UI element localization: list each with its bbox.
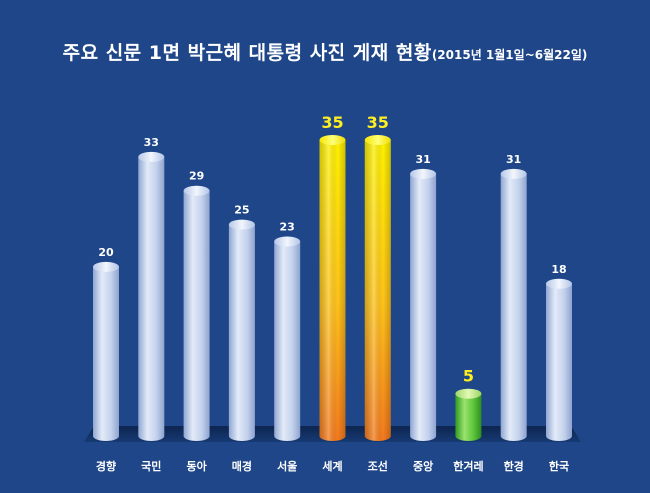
- bar-5: [274, 236, 301, 442]
- category-label-1: 경향: [96, 459, 116, 473]
- category-label-10: 한경: [504, 459, 524, 473]
- category-label-3: 동아: [186, 459, 207, 473]
- value-label-10: 31: [506, 153, 521, 166]
- bar-1: [93, 261, 119, 441]
- value-label-9: 5: [463, 367, 474, 386]
- category-label-8: 중앙: [413, 460, 433, 473]
- category-label-7: 조선: [368, 459, 388, 473]
- category-label-5: 서울: [277, 459, 297, 473]
- value-label-1: 20: [98, 246, 114, 259]
- category-label-6: 세계: [322, 459, 342, 473]
- category-label-11: 한국: [549, 459, 569, 473]
- bar-3: [183, 185, 210, 441]
- category-label-2: 국민: [141, 459, 161, 473]
- bar-6: [319, 135, 346, 442]
- value-label-8: 31: [415, 153, 430, 166]
- bar-2: [138, 151, 165, 442]
- chart-subtitle: (2015년 1월1일~6월22일): [431, 48, 588, 62]
- bar-7: [364, 135, 391, 442]
- bar-8: [410, 168, 437, 441]
- value-label-2: 33: [144, 136, 159, 149]
- category-label-9: 한겨레: [453, 459, 483, 473]
- bar-11: [546, 278, 572, 441]
- chart-title: 주요 신문 1면 박근혜 대통령 사진 게재 현황(2015년 1월1일~6월2…: [0, 38, 650, 65]
- value-label-3: 29: [189, 170, 204, 183]
- bar-10: [500, 168, 527, 442]
- chart-title-text: 주요 신문 1면 박근혜 대통령 사진 게재 현황: [62, 42, 432, 64]
- value-label-7: 35: [367, 113, 389, 132]
- value-label-4: 25: [234, 204, 249, 217]
- value-label-11: 18: [551, 263, 566, 276]
- value-label-6: 35: [321, 113, 343, 132]
- bar-9: [455, 388, 482, 442]
- category-label-4: 매경: [232, 459, 252, 473]
- value-label-5: 23: [280, 220, 295, 233]
- bar-4: [228, 219, 255, 442]
